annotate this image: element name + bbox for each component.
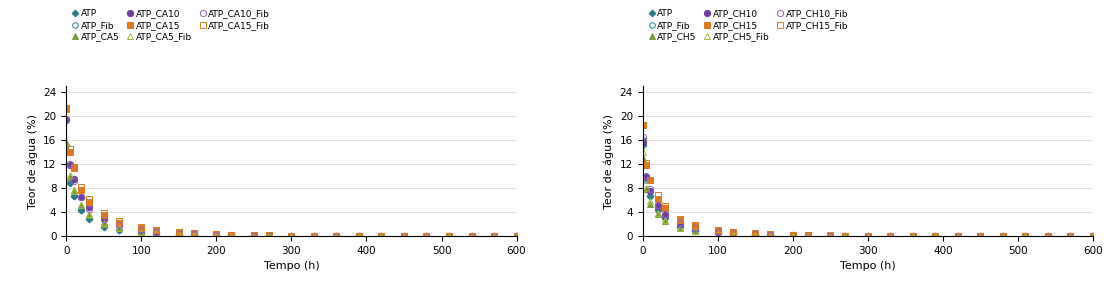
X-axis label: Tempo (h): Tempo (h) <box>264 262 319 271</box>
Y-axis label: Teor de água (%): Teor de água (%) <box>604 114 614 209</box>
Legend: ATP, ATP_Fib, ATP_CH5, ATP_CH10, ATP_CH15, ATP_CH5_Fib, ATP_CH10_Fib, ATP_CH15_F: ATP, ATP_Fib, ATP_CH5, ATP_CH10, ATP_CH1… <box>647 9 849 42</box>
Legend: ATP, ATP_Fib, ATP_CA5, ATP_CA10, ATP_CA15, ATP_CA5_Fib, ATP_CA10_Fib, ATP_CA15_F: ATP, ATP_Fib, ATP_CA5, ATP_CA10, ATP_CA1… <box>71 9 270 42</box>
Y-axis label: Teor de água (%): Teor de água (%) <box>28 114 38 209</box>
X-axis label: Tempo (h): Tempo (h) <box>840 262 895 271</box>
